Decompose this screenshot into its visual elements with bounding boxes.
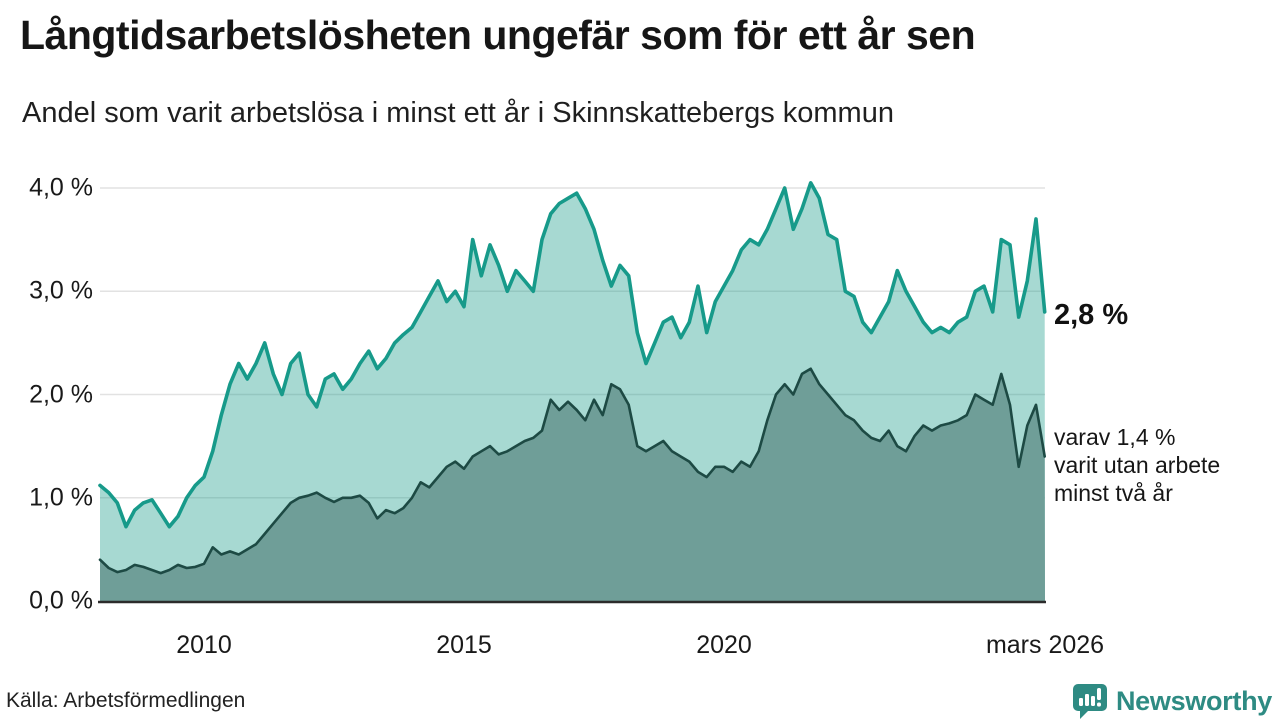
chart-lines	[98, 181, 1047, 575]
x-tick-label: mars 2026	[985, 631, 1105, 659]
y-tick-label: 4,0 %	[29, 173, 93, 202]
area-unemployed-two-years	[100, 368, 1045, 601]
newsworthy-wordmark: Newsworthy	[1115, 685, 1272, 716]
two-year-annotation: varav 1,4 % varit utan arbete minst två …	[1054, 424, 1221, 506]
chart-subtitle: Andel som varit arbetslösa i minst ett å…	[22, 97, 894, 129]
latest-value-label: 2,8 %	[1054, 299, 1129, 331]
line-unemployed-two-years	[98, 367, 1046, 575]
newsworthy-logo-icon	[1072, 684, 1107, 719]
source-note: Källa: Arbetsförmedlingen	[6, 689, 246, 712]
x-tick-label: 2015	[436, 631, 492, 659]
chart-areas	[100, 182, 1045, 602]
y-tick-label: 0,0 %	[29, 586, 93, 615]
line-unemployed-one-year	[98, 181, 1047, 529]
page-title: Långtidsarbetslösheten ungefär som för e…	[20, 12, 976, 58]
newsworthy-logo: Newsworthy	[1071, 683, 1272, 719]
y-tick-label: 2,0 %	[29, 380, 93, 408]
x-tick-label: 2020	[696, 631, 752, 659]
x-tick-label: 2010	[176, 631, 232, 659]
y-tick-label: 1,0 %	[29, 483, 93, 512]
y-tick-label: 3,0 %	[29, 276, 93, 305]
